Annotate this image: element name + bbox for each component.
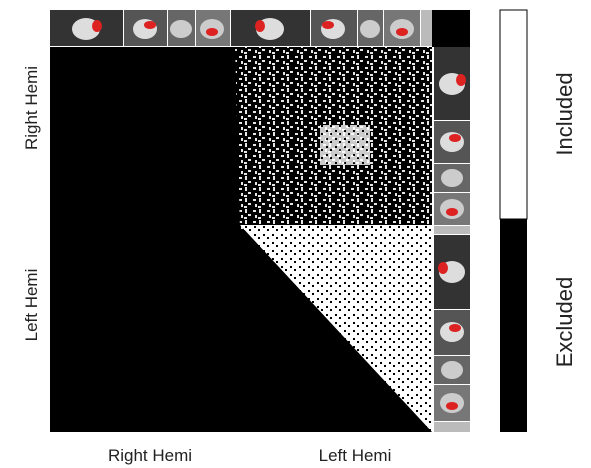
right-icons: [434, 47, 470, 432]
row-label: Left Hemi: [22, 269, 41, 342]
row-label: Right Hemi: [22, 66, 41, 150]
colorbar-excluded: [500, 219, 527, 432]
figure: Right Hemi Left Hemi Right Hemi Left Hem…: [0, 0, 591, 468]
colorbar-included: [500, 10, 527, 219]
top-icons: [50, 10, 470, 47]
col-label: Left Hemi: [319, 446, 392, 465]
colorbar-label: Included: [552, 72, 577, 155]
colorbar-label: Excluded: [552, 277, 577, 368]
matrix-cluster: [320, 125, 370, 165]
col-label: Right Hemi: [108, 446, 192, 465]
